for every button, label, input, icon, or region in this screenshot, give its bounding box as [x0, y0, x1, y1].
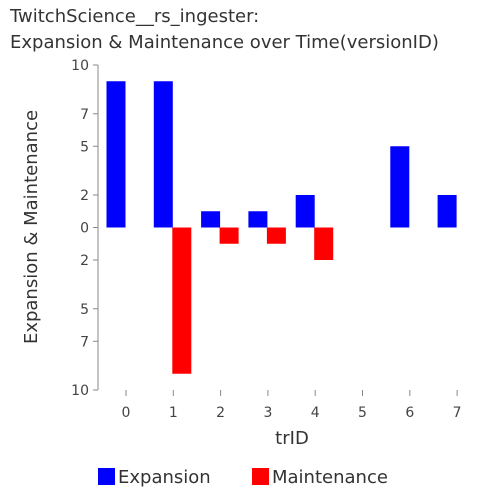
x-tick-label: 6	[405, 405, 414, 421]
x-tick-label: 7	[453, 405, 462, 421]
y-tick-label: 10	[71, 383, 89, 399]
maintenance-bar	[314, 227, 334, 260]
maintenance-bar	[172, 227, 192, 374]
expansion-legend-label: Expansion	[118, 467, 211, 488]
legend: Expansion Maintenance	[98, 467, 388, 488]
x-tick-label: 4	[311, 405, 320, 421]
x-axis-label: trID	[275, 428, 309, 449]
x-tick-label: 2	[216, 405, 225, 421]
expansion-bar	[153, 81, 173, 228]
y-tick-label: 5	[80, 139, 89, 155]
y-tick-label: 0	[80, 221, 89, 237]
x-tick-label: 3	[263, 405, 272, 421]
expansion-bar	[437, 195, 457, 228]
y-tick-label: 2	[80, 253, 89, 269]
x-tick-label: 1	[169, 405, 178, 421]
expansion-bar	[106, 81, 126, 228]
x-tick-label: 5	[358, 405, 367, 421]
maintenance-legend-label: Maintenance	[272, 467, 388, 488]
y-tick-label: 10	[71, 58, 89, 74]
y-tick-label: 7	[80, 107, 89, 123]
y-tick-label: 7	[80, 334, 89, 350]
chart-title-line-1: TwitchScience__rs_ingester:	[10, 6, 260, 27]
expansion-bar	[295, 195, 315, 228]
expansion-bar	[248, 211, 268, 228]
expansion-legend-swatch	[98, 468, 115, 485]
y-axis-label: Expansion & Maintenance	[21, 110, 42, 344]
expansion-bar	[201, 211, 221, 228]
x-axis: 0 1 2 3 4 5 6 7	[122, 390, 462, 421]
maintenance-legend-swatch	[252, 468, 269, 485]
y-tick-label: 5	[80, 302, 89, 318]
maintenance-bar	[266, 227, 286, 244]
x-tick-label: 0	[122, 405, 131, 421]
maintenance-bar	[219, 227, 239, 244]
chart-title-line-2: Expansion & Maintenance over Time(versio…	[10, 32, 439, 53]
y-axis: 10 7 5 2 0 2 5 7 10	[71, 58, 99, 399]
expansion-bar	[390, 146, 410, 228]
bars	[106, 81, 457, 374]
y-tick-label: 2	[80, 188, 89, 204]
